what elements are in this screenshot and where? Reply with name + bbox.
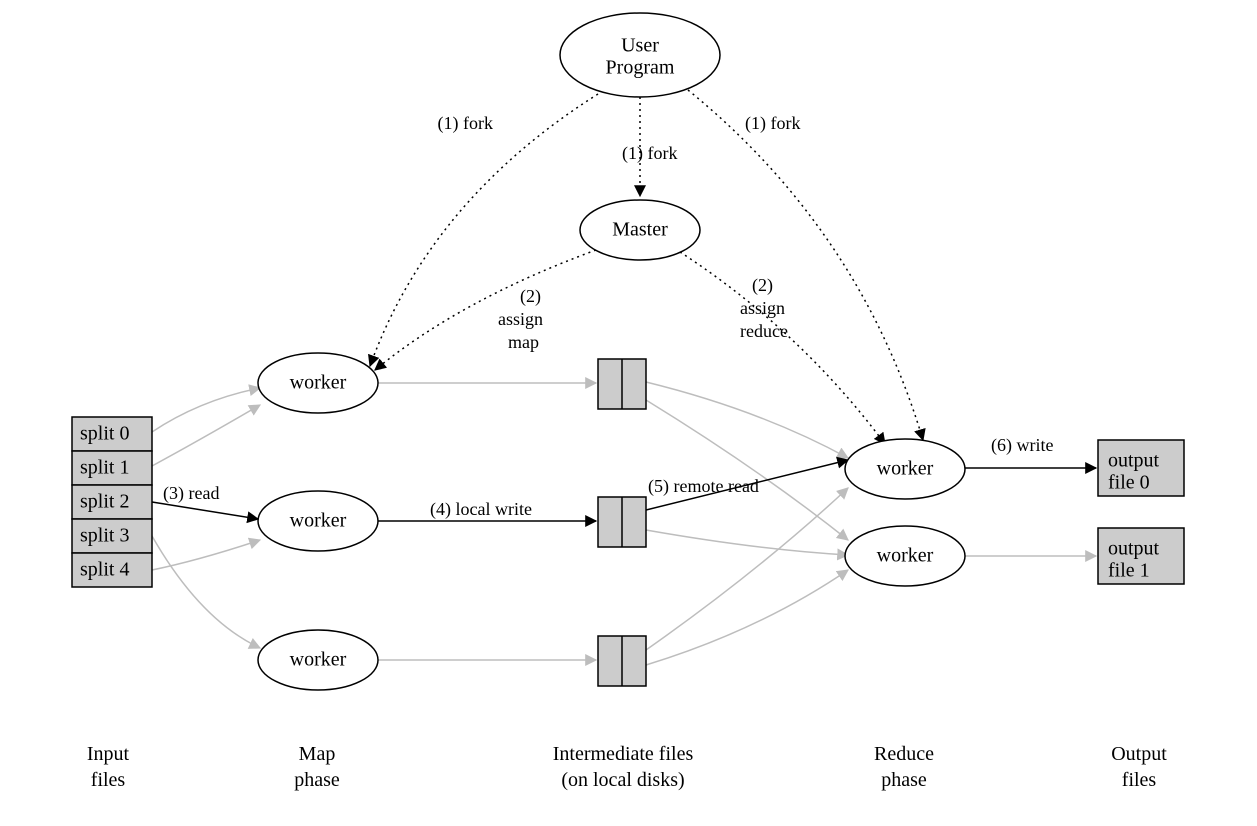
edge [646, 382, 848, 458]
phase-label: (on local disks) [561, 769, 684, 791]
node-label: worker [290, 510, 347, 532]
phase-label: phase [881, 769, 927, 791]
reduce-worker-node: worker [845, 439, 965, 499]
edge [370, 94, 598, 366]
edge [152, 540, 260, 570]
output-label: output [1108, 538, 1160, 560]
edge-label: (2) [520, 286, 541, 307]
phase-label: files [91, 769, 126, 791]
node-label: worker [877, 458, 934, 480]
node-label: Master [612, 219, 668, 241]
node-label: worker [290, 372, 347, 394]
edge-label: (3) read [163, 483, 219, 504]
map-worker-node: worker [258, 353, 378, 413]
edge [152, 536, 260, 648]
edge [152, 502, 258, 519]
phase-label: Input [87, 743, 130, 765]
split-label: split 0 [80, 423, 129, 445]
node-label: worker [290, 649, 347, 671]
edge [646, 530, 848, 555]
edge [688, 90, 923, 440]
edge [646, 488, 848, 650]
edge [152, 405, 260, 466]
edge-label: (1) fork [622, 143, 677, 164]
phase-label: phase [294, 769, 340, 791]
phase-label: Intermediate files [553, 743, 694, 765]
phase-label: files [1122, 769, 1157, 791]
edge-label: (2) [752, 275, 773, 296]
phase-labels: Input files Map phase Intermediate files (on … [87, 743, 1167, 791]
phase-label: Map [299, 743, 336, 765]
user-program-node: UserProgram [560, 13, 720, 97]
edge-label: reduce [740, 321, 788, 341]
edge-label: (4) local write [430, 499, 532, 520]
edge-label: (1) fork [438, 113, 493, 134]
edge-label: (6) write [991, 435, 1053, 456]
node-label: worker [877, 545, 934, 567]
edge-label: (5) remote read [648, 476, 759, 497]
map-worker-node: worker [258, 491, 378, 551]
edge [680, 252, 885, 444]
split-label: split 3 [80, 525, 129, 547]
output-label: output [1108, 450, 1160, 472]
edge [646, 400, 848, 540]
output-label: file 0 [1108, 472, 1150, 494]
node-label: Program [606, 57, 675, 79]
intermediate-files [598, 359, 646, 686]
output-label: file 1 [1108, 560, 1150, 582]
output-files: outputfile 0outputfile 1 [1098, 440, 1184, 584]
split-label: split 2 [80, 491, 129, 513]
edge-label: map [508, 332, 539, 352]
edge-label: assign [498, 309, 543, 329]
reduce-worker-node: worker [845, 526, 965, 586]
split-label: split 4 [80, 559, 129, 581]
edge [375, 250, 596, 370]
map-worker-node: worker [258, 630, 378, 690]
phase-label: Output [1111, 743, 1167, 765]
edge-label: assign [740, 298, 785, 318]
edge [152, 388, 260, 432]
edge-label: (1) fork [745, 113, 800, 134]
split-label: split 1 [80, 457, 129, 479]
input-splits: split 0 split 1 split 2 split 3 split 4 [72, 417, 152, 587]
node-label: User [621, 35, 659, 57]
phase-label: Reduce [874, 743, 934, 765]
edge [646, 570, 848, 665]
master-node: Master [580, 200, 700, 260]
